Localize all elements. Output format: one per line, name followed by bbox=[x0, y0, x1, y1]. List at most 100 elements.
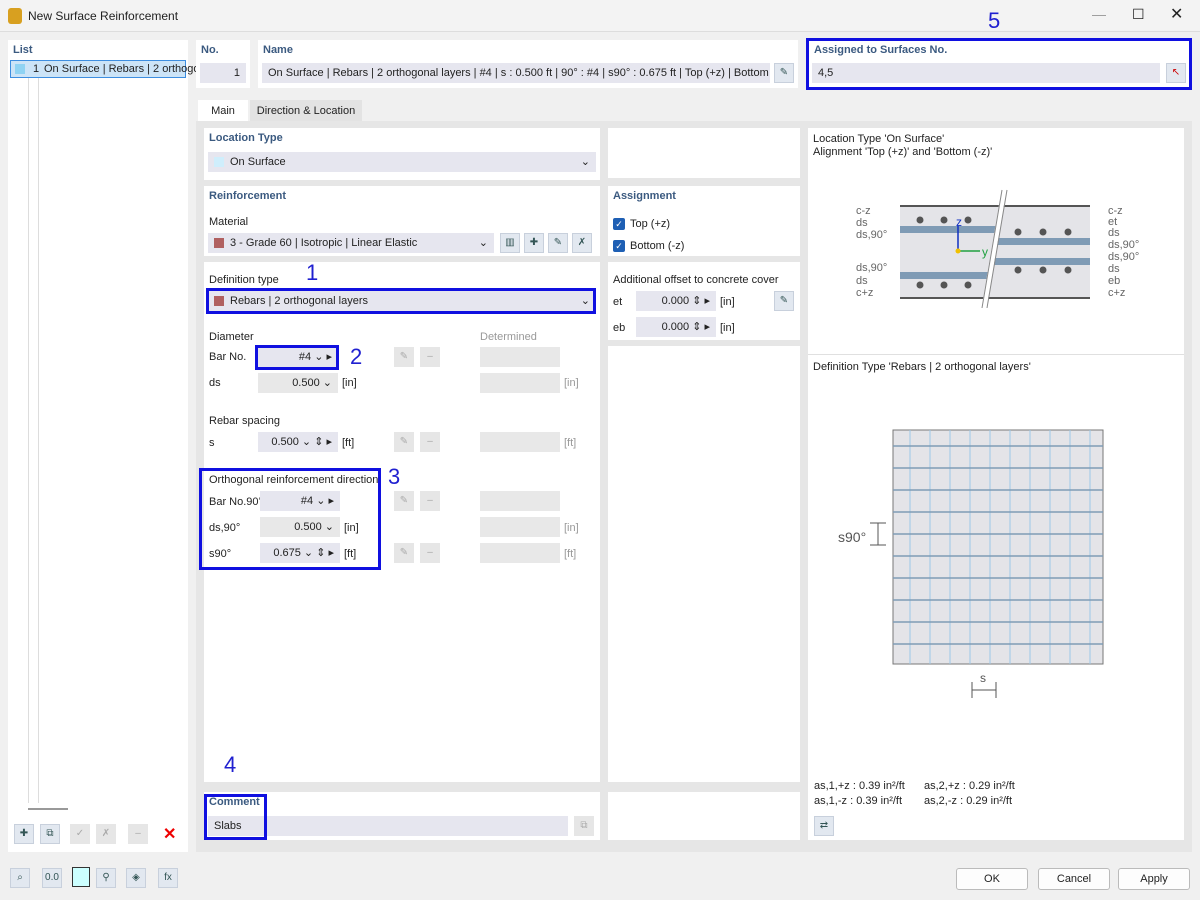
determined-ds-field bbox=[480, 373, 560, 393]
preview-panel: Location Type 'On Surface' Alignment 'To… bbox=[808, 128, 1184, 840]
bar-no-select[interactable]: #4 ⌄ ▸ bbox=[258, 347, 338, 367]
formula-icon[interactable]: fx bbox=[158, 868, 178, 888]
list-panel: List 1 On Surface | Rebars | 2 orthogo ✚… bbox=[8, 40, 200, 852]
bottom-checkbox[interactable]: ✓ Bottom (-z) bbox=[613, 240, 684, 253]
cancel-button[interactable]: Cancel bbox=[1038, 868, 1110, 890]
list-item[interactable]: 1 On Surface | Rebars | 2 orthogo bbox=[10, 60, 200, 78]
preview-title-2: Alignment 'Top (+z)' and 'Bottom (-z)' bbox=[813, 146, 993, 158]
determined-field bbox=[480, 517, 560, 537]
assigned-surfaces-field[interactable]: 4,5 bbox=[812, 63, 1160, 83]
material-library-icon[interactable]: ▥ bbox=[500, 233, 520, 253]
determined-field bbox=[480, 491, 560, 511]
highlight-5 bbox=[806, 38, 1192, 90]
dim-label: c-z bbox=[1108, 205, 1123, 217]
tab-main[interactable]: Main bbox=[198, 100, 248, 122]
tab-direction-location[interactable]: Direction & Location bbox=[250, 100, 362, 122]
maximize-button[interactable]: ☐ bbox=[1132, 6, 1145, 22]
delete-material-icon[interactable]: ✗ bbox=[572, 233, 592, 253]
search-icon[interactable]: ⌕ bbox=[10, 868, 30, 888]
bar-no-90-label: Bar No.90° bbox=[209, 496, 263, 508]
eraser-icon[interactable]: – bbox=[420, 491, 440, 511]
location-header: Location Type bbox=[209, 132, 283, 144]
s-90-unit: [ft] bbox=[344, 548, 357, 560]
edit-icon[interactable]: ✎ bbox=[394, 491, 414, 511]
pick-surfaces-icon[interactable]: ↖ bbox=[1166, 63, 1186, 83]
close-button[interactable]: ✕ bbox=[1170, 6, 1184, 23]
cross-section-diagram: z y c-z ds ds,90° ds,90° ds c+z c-z et d… bbox=[856, 189, 1139, 308]
comment-field[interactable]: Slabs bbox=[208, 816, 568, 836]
dim-label: c+z bbox=[1108, 287, 1125, 299]
ds-field[interactable]: 0.500 ⌄ bbox=[258, 373, 338, 393]
top-checkbox[interactable]: ✓ Top (+z) bbox=[613, 218, 670, 231]
blank-panel bbox=[608, 128, 800, 178]
delete-icon[interactable]: ✕ bbox=[163, 826, 177, 843]
reinforcement-panel: Reinforcement Material 3 - Grade 60 | Is… bbox=[204, 186, 600, 256]
name-panel: Name On Surface | Rebars | 2 orthogonal … bbox=[258, 40, 798, 88]
location-panel: Location Type On Surface ⌄ bbox=[204, 128, 600, 180]
edit-icon[interactable]: ✎ bbox=[394, 432, 414, 452]
s-90-spinner[interactable]: 0.675 ⌄ ⇕ ▸ bbox=[260, 543, 340, 563]
determined-unit: [in] bbox=[564, 522, 579, 534]
swap-view-icon[interactable]: ⇄ bbox=[814, 816, 834, 836]
eraser-icon[interactable]: – bbox=[420, 543, 440, 563]
spacing-header: Rebar spacing bbox=[209, 415, 280, 427]
determined-ds-unit: [in] bbox=[564, 377, 579, 389]
location-type-select[interactable]: On Surface ⌄ bbox=[208, 152, 596, 172]
list-item-no: 1 bbox=[33, 63, 40, 75]
bar-no-90-select[interactable]: #4 ⌄ ▸ bbox=[260, 491, 340, 511]
no-panel: No. 1 bbox=[196, 40, 250, 88]
highlight-3 bbox=[199, 468, 381, 570]
determined-bar-field bbox=[480, 347, 560, 367]
annotation-2: 2 bbox=[350, 344, 363, 369]
reinforcement-header: Reinforcement bbox=[209, 190, 287, 202]
definition-type-select[interactable]: Rebars | 2 orthogonal layers ⌄ bbox=[208, 291, 596, 311]
name-field[interactable]: On Surface | Rebars | 2 orthogonal layer… bbox=[262, 63, 770, 83]
edit-material-icon[interactable]: ✎ bbox=[548, 233, 568, 253]
edit-name-icon[interactable]: ✎ bbox=[774, 63, 794, 83]
window-title: New Surface Reinforcement bbox=[28, 9, 179, 23]
check-icon[interactable]: ✓ bbox=[70, 824, 90, 844]
new-material-icon[interactable]: ✚ bbox=[524, 233, 544, 253]
material-select[interactable]: 3 - Grade 60 | Isotropic | Linear Elasti… bbox=[208, 233, 494, 253]
eb-spinner[interactable]: 0.000 ⇕ ▸ bbox=[636, 317, 716, 337]
s-spinner[interactable]: 0.500 ⌄ ⇕ ▸ bbox=[258, 432, 338, 452]
ok-button[interactable]: OK bbox=[956, 868, 1028, 890]
material-label: Material bbox=[209, 216, 249, 228]
comment-label: Comment bbox=[209, 796, 260, 808]
uncheck-icon[interactable]: ✗ bbox=[96, 824, 116, 844]
new-item-icon[interactable]: ✚ bbox=[14, 824, 34, 844]
edit-icon[interactable]: ✎ bbox=[394, 347, 414, 367]
eraser-icon[interactable]: – bbox=[128, 824, 148, 844]
eraser-icon[interactable]: – bbox=[420, 432, 440, 452]
no-label: No. bbox=[201, 44, 219, 56]
s-label: s bbox=[980, 671, 986, 685]
scrollbar[interactable] bbox=[28, 808, 68, 810]
determined-field bbox=[480, 543, 560, 563]
copy-item-icon[interactable]: ⧉ bbox=[40, 824, 60, 844]
view-icon[interactable]: ◈ bbox=[126, 868, 146, 888]
definition-panel: Definition type Rebars | 2 orthogonal la… bbox=[204, 262, 600, 782]
color-icon[interactable] bbox=[72, 867, 90, 887]
apply-button[interactable]: Apply bbox=[1118, 868, 1190, 890]
title-bar: New Surface Reinforcement — ☐ ✕ bbox=[0, 0, 1200, 32]
dim-label: et bbox=[1108, 216, 1117, 228]
eraser-icon[interactable]: – bbox=[420, 347, 440, 367]
dim-label: c-z bbox=[856, 205, 871, 217]
no-field[interactable]: 1 bbox=[200, 63, 246, 83]
area-1-bottom: as,1,-z : 0.39 in²/ft bbox=[814, 795, 903, 807]
highlight-1 bbox=[206, 288, 596, 314]
ds-90-label: ds,90° bbox=[209, 522, 241, 534]
units-icon[interactable]: 0.0 bbox=[42, 868, 62, 888]
minimize-button[interactable]: — bbox=[1092, 6, 1106, 22]
edit-offset-icon[interactable]: ✎ bbox=[774, 291, 794, 311]
ds-90-field[interactable]: 0.500 ⌄ bbox=[260, 517, 340, 537]
edit-icon[interactable]: ✎ bbox=[394, 543, 414, 563]
et-spinner[interactable]: 0.000 ⇕ ▸ bbox=[636, 291, 716, 311]
dim-label: ds bbox=[856, 217, 868, 229]
eb-unit: [in] bbox=[720, 322, 735, 334]
model-icon[interactable]: ⚲ bbox=[96, 868, 116, 888]
highlight-2 bbox=[255, 345, 339, 370]
comment-library-icon[interactable]: ⧉ bbox=[574, 816, 594, 836]
ds-unit: [in] bbox=[342, 377, 357, 389]
determined-s-field bbox=[480, 432, 560, 452]
